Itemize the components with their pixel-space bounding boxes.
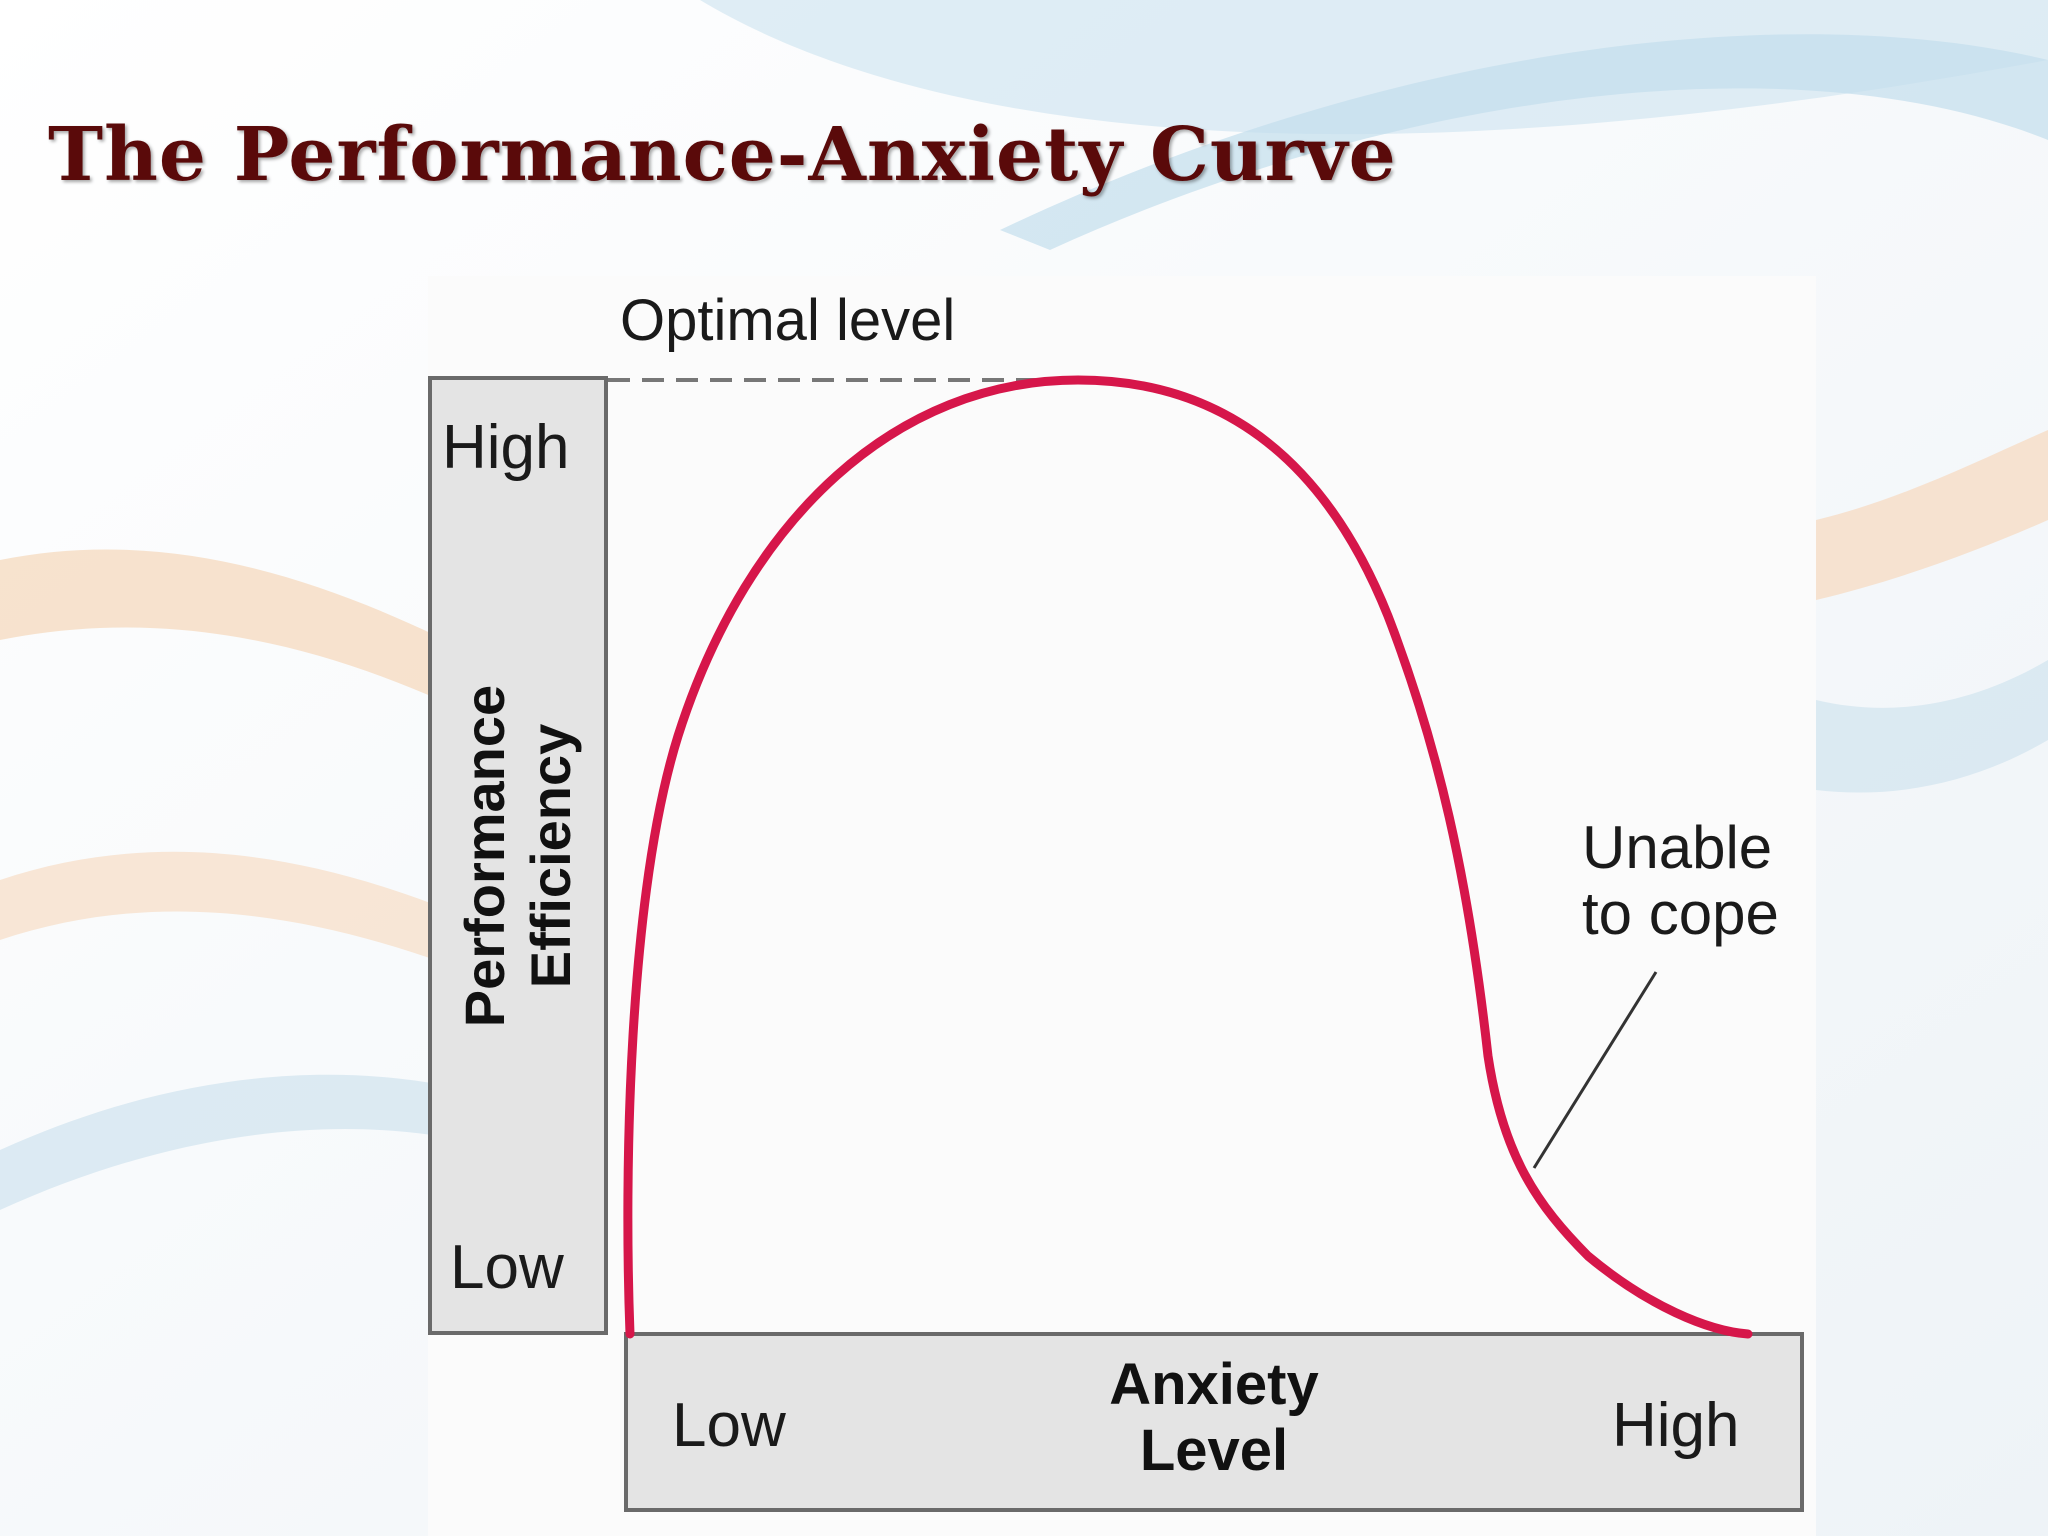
background-swoosh — [1816, 660, 2048, 793]
x-axis-box — [624, 1332, 1804, 1512]
x-axis-high-label: High — [1612, 1391, 1740, 1460]
y-axis-high-label: High — [442, 413, 570, 482]
unable-to-cope-label-line2: to cope — [1582, 880, 1779, 947]
x-axis-title-line1: Anxiety — [1109, 1352, 1319, 1417]
annotation-leader-line — [1532, 971, 1658, 1169]
x-axis-title-line2: Level — [1140, 1418, 1288, 1483]
y-axis-box — [428, 376, 608, 1335]
diagram-figure: Optimal level High Low Performance Effic… — [428, 276, 1816, 1536]
x-axis-low-label: Low — [672, 1391, 786, 1460]
background-swoosh — [700, 0, 2048, 135]
background-swoosh — [0, 1074, 560, 1210]
unable-to-cope-label-line1: Unable — [1582, 814, 1772, 881]
optimal-level-label: Optimal level — [620, 288, 955, 353]
y-axis-title-line2: Efficiency — [519, 724, 582, 989]
slide-title: The Performance-Anxiety Curve — [48, 112, 1397, 198]
background-swoosh — [0, 549, 560, 760]
background-swoosh — [1000, 34, 2048, 250]
performance-curve — [623, 375, 1753, 1339]
y-axis-low-label: Low — [450, 1233, 564, 1302]
performance-anxiety-diagram: Optimal level High Low Performance Effic… — [428, 288, 1804, 1512]
background-swoosh — [0, 851, 560, 1010]
background-swoosh — [1816, 430, 2048, 600]
y-axis-title-line1: Performance — [453, 685, 516, 1027]
